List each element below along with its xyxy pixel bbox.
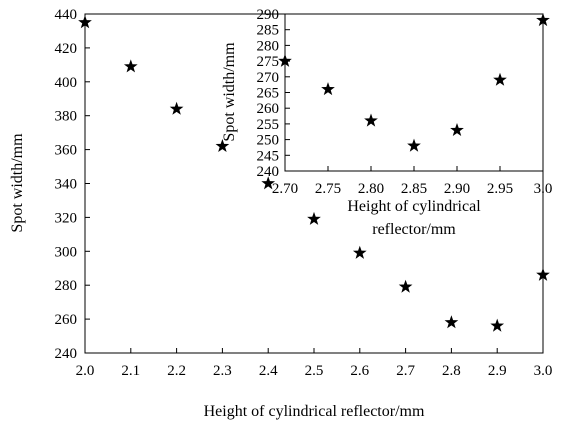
inset-y-tick-label: 255: [257, 117, 280, 133]
main-x-tick-label: 2.4: [259, 363, 278, 379]
main-x-tick-label: 2.7: [396, 363, 415, 379]
inset-y-tick-label: 290: [257, 7, 280, 23]
main-y-tick-label: 340: [55, 177, 78, 193]
main-x-tick-label: 2.1: [121, 363, 140, 379]
main-y-tick-label: 440: [55, 7, 78, 23]
main-data-point: [445, 315, 459, 328]
inset-x-tick-label: 2.80: [358, 181, 384, 197]
inset-x-tick-label: 2.85: [401, 181, 427, 197]
inset-y-tick-label: 245: [257, 148, 280, 164]
main-data-point: [170, 102, 184, 115]
inset-x-tick-label: 2.75: [315, 181, 341, 197]
main-x-tick-label: 2.3: [213, 363, 232, 379]
main-y-tick-label: 380: [55, 109, 78, 125]
inset-x-tick-label: 3.0: [534, 181, 553, 197]
inset-y-tick-label: 270: [257, 70, 280, 86]
main-x-tick-label: 2.9: [488, 363, 507, 379]
inset-y-tick-label: 275: [257, 54, 280, 70]
main-x-tick-label: 2.0: [76, 363, 95, 379]
main-data-point: [307, 212, 321, 225]
main-y-tick-label: 300: [55, 244, 78, 260]
inset-y-axis-title: Spot width/mm: [221, 42, 238, 142]
inset-y-tick-label: 280: [257, 38, 280, 54]
main-y-tick-label: 400: [55, 75, 78, 91]
main-y-tick-label: 420: [55, 41, 78, 57]
inset-x-axis-title: Height of cylindrical reflector/mm: [347, 198, 481, 238]
inset-y-tick-label: 260: [257, 101, 280, 117]
main-data-point: [124, 59, 138, 72]
inset-y-tick-label: 240: [257, 164, 280, 180]
main-y-axis-title: Spot width/mm: [9, 133, 26, 233]
inset-y-tick-label: 265: [257, 86, 280, 102]
main-x-tick-label: 3.0: [534, 363, 553, 379]
main-data-point: [353, 246, 367, 259]
main-y-tick-label: 260: [55, 312, 78, 328]
main-x-tick-label: 2.6: [350, 363, 369, 379]
main-y-tick-label: 280: [55, 278, 78, 294]
main-data-point: [490, 319, 504, 332]
inset-x-tick-label: 2.95: [487, 181, 513, 197]
main-y-tick-label: 320: [55, 210, 78, 226]
main-y-tick-label: 240: [55, 346, 78, 362]
main-x-axis-title: Height of cylindrical reflector/mm: [204, 403, 425, 420]
main-y-tick-label: 360: [55, 143, 78, 159]
inset-x-tick-label: 2.70: [272, 181, 298, 197]
inset-y-tick-label: 250: [257, 133, 280, 149]
main-x-tick-label: 2.2: [167, 363, 186, 379]
main-data-point: [399, 280, 413, 293]
main-x-tick-label: 2.5: [305, 363, 324, 379]
inset-y-tick-label: 285: [257, 23, 280, 39]
inset-x-tick-label: 2.90: [444, 181, 470, 197]
main-x-tick-label: 2.8: [442, 363, 461, 379]
